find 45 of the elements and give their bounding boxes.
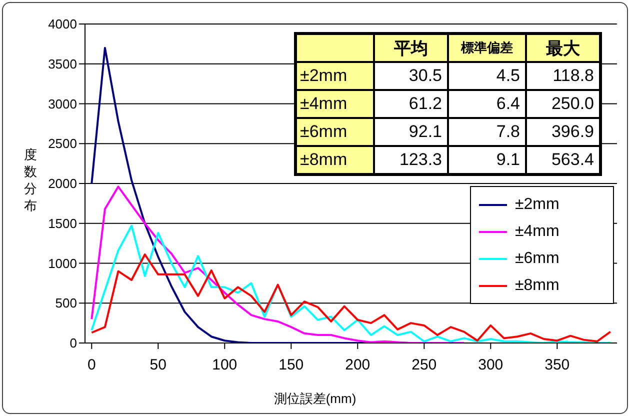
annotation: 92.1 — [374, 118, 448, 146]
y-tick-label: 1500 — [48, 216, 77, 231]
x-tick-label: 100 — [212, 356, 238, 374]
annotation: 7.8 — [448, 118, 526, 146]
annotation: 396.9 — [526, 118, 600, 146]
legend-label: ±2mm — [515, 196, 560, 214]
annotation: 250.0 — [526, 90, 600, 118]
y-tick-label: 2000 — [48, 176, 77, 192]
annotation: 30.5 — [374, 62, 448, 90]
y-tick-label: 3000 — [48, 96, 77, 112]
y-tick-label: 4000 — [48, 16, 77, 32]
y-tick-label: 0 — [70, 336, 77, 351]
line-series — [90, 224, 612, 343]
annotation: 標準偏差 — [448, 34, 526, 62]
annotation: 4.5 — [448, 62, 526, 90]
y-tick-label: 2500 — [48, 136, 77, 152]
legend-label: ±6mm — [515, 250, 560, 268]
annotation: 9.1 — [448, 146, 526, 174]
annotation: ±4mm — [296, 90, 374, 118]
x-tick-label: 0 — [87, 356, 96, 374]
annotation: 最大 — [526, 34, 600, 62]
x-tick-label: 50 — [150, 356, 166, 374]
x-tick-label: 200 — [345, 356, 370, 374]
annotation: ±2mm — [296, 62, 374, 90]
annotation: 6.4 — [448, 90, 526, 118]
annotation: 61.2 — [374, 90, 448, 118]
x-axis-title: 測位誤差(mm) — [272, 390, 358, 408]
x-tick-label: 150 — [278, 356, 304, 374]
annotation: 123.3 — [374, 146, 448, 174]
y-tick-label: 500 — [55, 296, 77, 311]
x-tick-label: 350 — [544, 356, 570, 374]
annotation: ±8mm — [296, 146, 374, 174]
annotation: 118.8 — [526, 62, 600, 90]
x-tick-label: 300 — [478, 356, 504, 374]
y-axis-title: 度数分布 — [24, 146, 38, 214]
y-tick-label: 3500 — [48, 56, 77, 72]
line-series — [90, 253, 612, 342]
legend-label: ±4mm — [515, 222, 560, 240]
y-tick-label: 1000 — [48, 256, 77, 271]
annotation: 563.4 — [526, 146, 600, 174]
annotation: 平均 — [374, 34, 448, 62]
legend-label: ±8mm — [515, 276, 560, 294]
x-tick-label: 250 — [412, 356, 437, 374]
line-series — [90, 186, 466, 343]
annotation: ±6mm — [296, 118, 374, 146]
